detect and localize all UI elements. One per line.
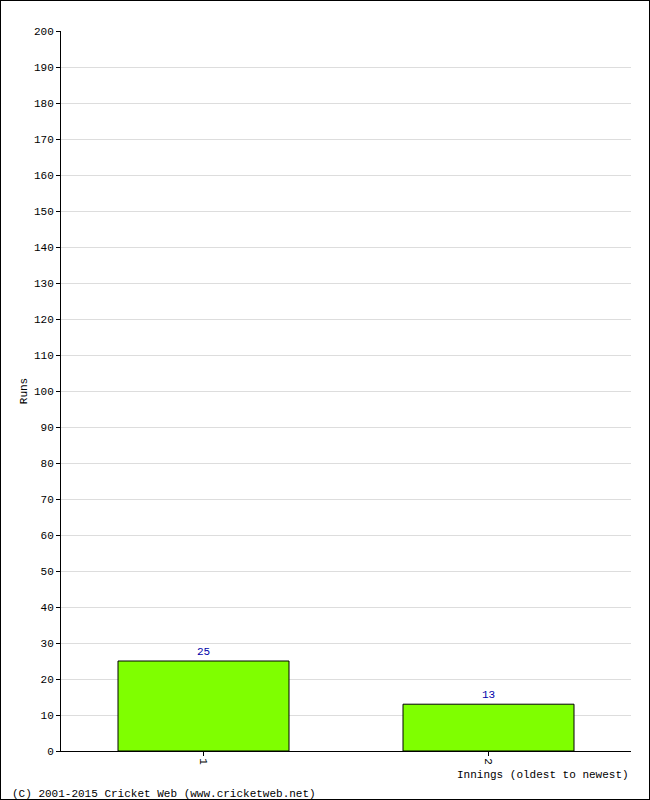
svg-text:50: 50 <box>41 566 54 578</box>
svg-text:120: 120 <box>34 314 54 326</box>
svg-text:40: 40 <box>41 602 54 614</box>
svg-text:70: 70 <box>41 494 54 506</box>
svg-text:60: 60 <box>41 530 54 542</box>
svg-text:10: 10 <box>41 710 54 722</box>
svg-text:150: 150 <box>34 206 54 218</box>
svg-text:90: 90 <box>41 422 54 434</box>
svg-text:80: 80 <box>41 458 54 470</box>
svg-text:160: 160 <box>34 170 54 182</box>
svg-text:1: 1 <box>197 758 209 765</box>
svg-text:180: 180 <box>34 98 54 110</box>
svg-text:Runs: Runs <box>18 378 30 404</box>
svg-text:(C) 2001-2015 Cricket Web (www: (C) 2001-2015 Cricket Web (www.cricketwe… <box>12 788 316 799</box>
svg-text:110: 110 <box>34 350 54 362</box>
svg-text:13: 13 <box>482 689 495 701</box>
svg-text:30: 30 <box>41 638 54 650</box>
svg-text:2: 2 <box>482 758 494 765</box>
svg-text:25: 25 <box>197 646 210 658</box>
svg-text:140: 140 <box>34 242 54 254</box>
svg-text:170: 170 <box>34 134 54 146</box>
svg-text:Innings (oldest to newest): Innings (oldest to newest) <box>457 769 629 781</box>
svg-text:190: 190 <box>34 62 54 74</box>
svg-text:100: 100 <box>34 386 54 398</box>
svg-text:200: 200 <box>34 26 54 38</box>
svg-text:130: 130 <box>34 278 54 290</box>
svg-text:0: 0 <box>47 746 54 758</box>
svg-text:20: 20 <box>41 674 54 686</box>
